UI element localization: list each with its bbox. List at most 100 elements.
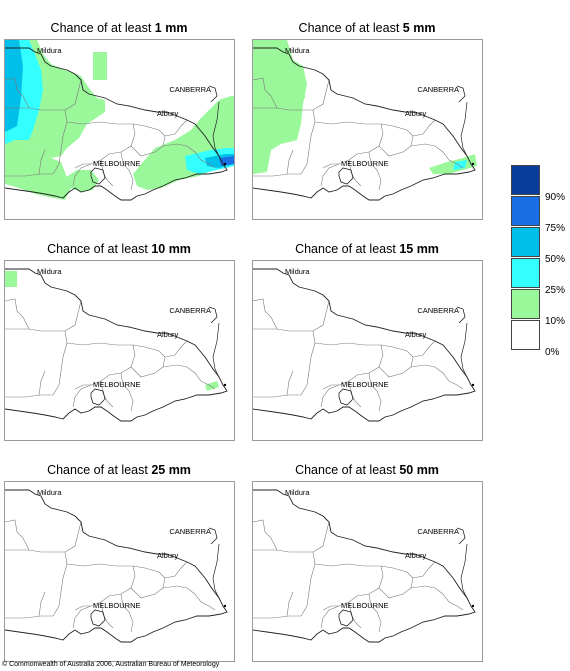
panel-title-prefix: Chance of at least — [298, 21, 403, 35]
rainfall-shading — [5, 271, 17, 287]
panel-title-amount: 15 mm — [399, 242, 439, 256]
rainfall-shading — [5, 40, 23, 132]
district-boundary — [253, 551, 316, 619]
legend-label: 75% — [545, 223, 566, 234]
panel-title-prefix: Chance of at least — [295, 463, 400, 477]
legend-swatch — [511, 320, 540, 350]
district-boundary — [348, 601, 362, 629]
panel-title-prefix: Chance of at least — [47, 463, 152, 477]
gabo-point-marker — [223, 604, 227, 608]
district-boundary — [120, 151, 134, 191]
panel-title: Chance of at least 15 mm — [252, 241, 482, 257]
state-coastline — [5, 489, 228, 643]
victoria-map: Mildura CANBERRA Albury MELBOURNE — [5, 40, 234, 201]
district-boundary — [120, 372, 134, 412]
nsw-border — [212, 322, 220, 378]
district-boundary — [368, 151, 382, 191]
district-boundary — [5, 298, 30, 330]
panel-title: Chance of at least 10 mm — [4, 241, 234, 257]
panel-title-amount: 25 mm — [151, 463, 191, 477]
district-boundary — [72, 605, 92, 629]
victoria-map: Mildura CANBERRA Albury MELBOURNE — [253, 267, 476, 422]
district-boundary — [100, 601, 114, 629]
district-boundary — [410, 364, 464, 390]
place-label-albury: Albury — [405, 109, 427, 118]
state-coastline — [253, 47, 476, 201]
district-boundary — [38, 149, 46, 175]
district-boundary — [253, 298, 278, 330]
port-phillip-bay — [338, 388, 354, 406]
district-boundary — [162, 143, 216, 169]
victoria-map: Mildura CANBERRA Albury MELBOURNE — [5, 267, 228, 422]
place-label-mildura: Mildura — [37, 46, 62, 55]
gabo-point-marker — [223, 162, 227, 166]
rainfall-shading — [453, 160, 467, 170]
district-boundary — [368, 372, 382, 412]
rainfall-map: Mildura CANBERRA Albury MELBOURNE — [252, 260, 483, 441]
place-label-canberra: CANBERRA — [417, 527, 459, 536]
district-boundary — [378, 565, 414, 599]
district-boundary — [5, 521, 82, 553]
district-boundary — [120, 593, 134, 633]
act-border — [208, 85, 218, 103]
district-boundary — [100, 159, 114, 187]
place-label-mildura: Mildura — [37, 488, 62, 497]
district-boundary — [130, 344, 166, 378]
state-coastline — [253, 268, 476, 422]
district-boundary — [253, 330, 316, 398]
panel-title-amount: 5 mm — [402, 21, 436, 35]
place-label-albury: Albury — [157, 330, 179, 339]
district-boundary — [164, 340, 188, 358]
panel-title-amount: 50 mm — [399, 463, 439, 477]
nsw-border — [212, 543, 220, 599]
district-boundary — [378, 344, 414, 378]
district-boundary — [253, 77, 278, 109]
rainfall-map: Mildura CANBERRA Albury MELBOURNE — [4, 39, 235, 220]
gabo-point-marker — [471, 383, 475, 387]
place-label-melbourne: MELBOURNE — [93, 380, 141, 389]
district-boundary — [410, 143, 464, 169]
rainfall-map: Mildura CANBERRA Albury MELBOURNE — [4, 481, 235, 662]
place-label-albury: Albury — [157, 109, 179, 118]
district-boundary — [412, 340, 436, 358]
port-phillip-bay — [90, 388, 106, 406]
place-label-canberra: CANBERRA — [169, 85, 211, 94]
district-boundary — [130, 565, 166, 599]
legend-swatch — [511, 165, 540, 195]
rainfall-map: Mildura CANBERRA Albury MELBOURNE — [252, 481, 483, 662]
place-label-mildura: Mildura — [285, 267, 310, 276]
legend-label: 50% — [545, 254, 566, 265]
nsw-border — [460, 543, 468, 599]
state-coastline — [253, 489, 476, 643]
legend-swatch — [511, 289, 540, 319]
district-boundary — [5, 77, 30, 109]
port-phillip-bay — [338, 609, 354, 627]
place-label-canberra: CANBERRA — [417, 85, 459, 94]
district-boundary — [410, 585, 464, 611]
act-border — [456, 527, 466, 545]
act-border — [208, 527, 218, 545]
act-border — [456, 306, 466, 324]
district-boundary — [5, 551, 68, 619]
district-boundary — [253, 109, 316, 177]
district-boundary — [253, 300, 330, 332]
rainfall-shading — [65, 170, 99, 192]
panel-title: Chance of at least 1 mm — [4, 20, 234, 36]
panel-title-amount: 1 mm — [154, 21, 188, 35]
district-boundary — [164, 119, 188, 137]
district-boundary — [5, 519, 30, 551]
district-boundary — [348, 380, 362, 408]
panel-title-prefix: Chance of at least — [295, 242, 400, 256]
victoria-map: Mildura CANBERRA Albury MELBOURNE — [253, 40, 477, 201]
district-boundary — [72, 384, 92, 408]
district-boundary — [164, 561, 188, 579]
district-boundary — [378, 123, 414, 157]
nsw-border — [460, 101, 468, 157]
rainfall-shading — [5, 140, 71, 200]
district-boundary — [162, 585, 216, 611]
rainfall-shading — [429, 154, 477, 174]
place-label-melbourne: MELBOURNE — [93, 159, 141, 168]
district-boundary — [348, 159, 362, 187]
district-boundary — [5, 330, 68, 398]
district-boundary — [130, 123, 166, 157]
